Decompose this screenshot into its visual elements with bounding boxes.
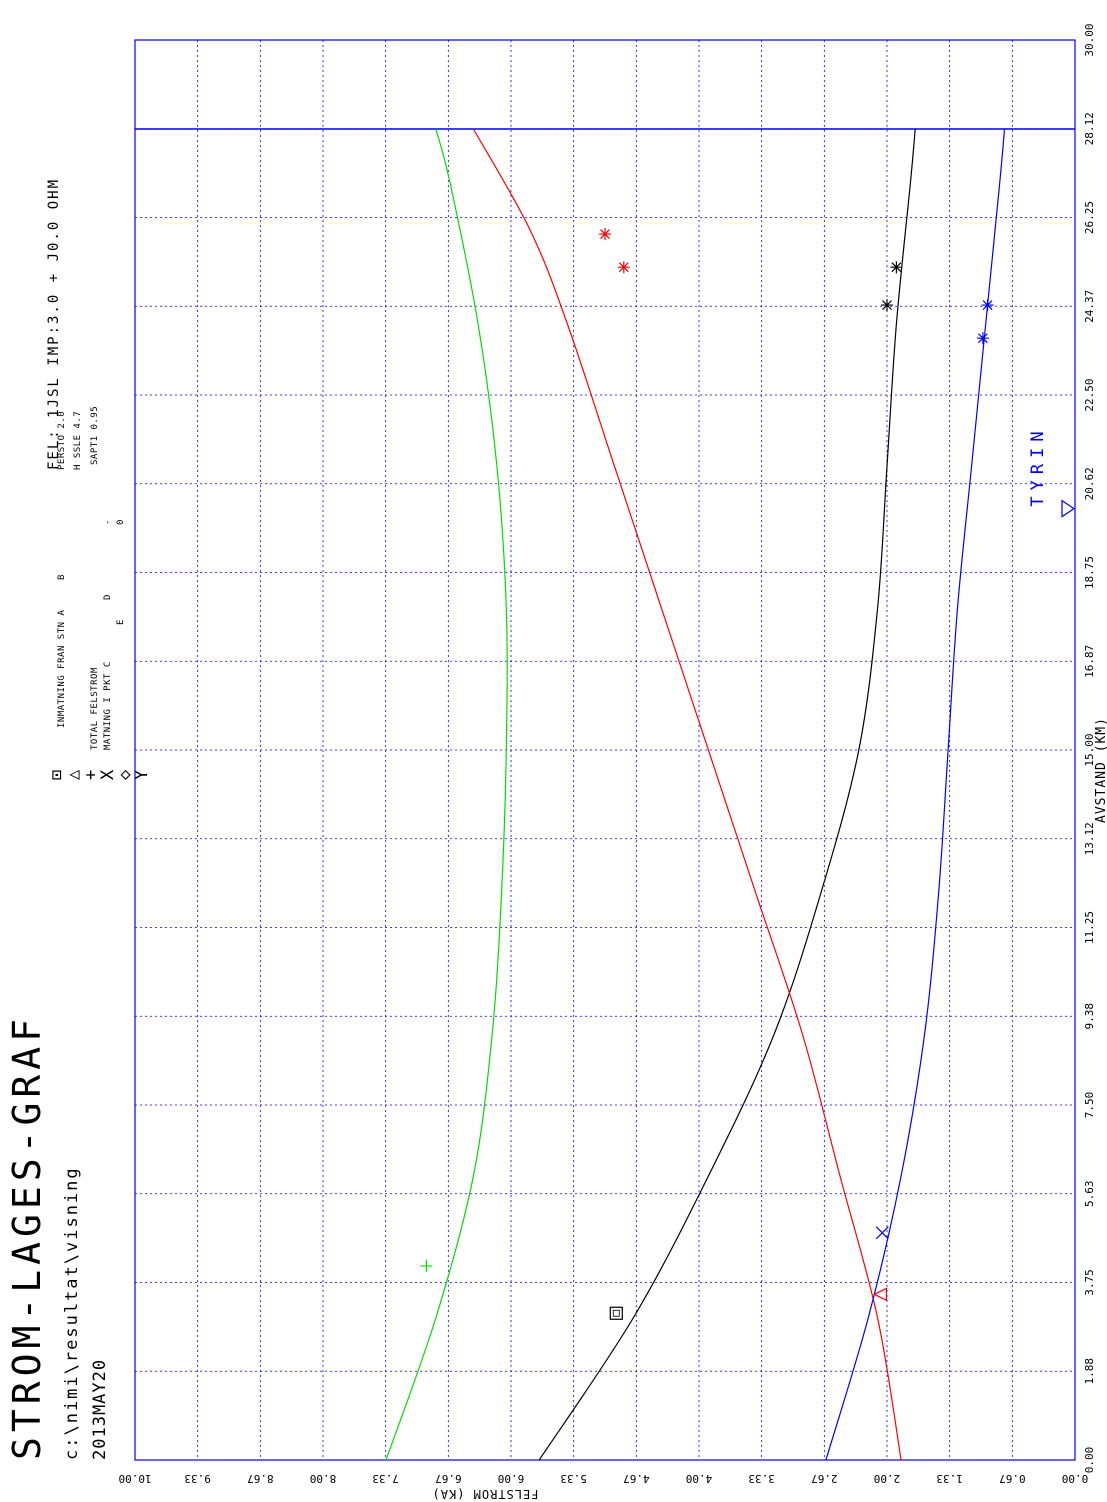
star-marker [981, 299, 994, 312]
series-line-0 [538, 128, 916, 1461]
legend-entry-5: E [116, 620, 126, 625]
station-triangle-icon [1061, 499, 1076, 518]
x-tick-label: 22.50 [1083, 378, 1096, 411]
y-tick-label: 4.00 [686, 1472, 713, 1485]
x-tick-label: 30.00 [1083, 23, 1096, 56]
y-tick-label: 4.67 [623, 1472, 650, 1485]
y-tick-label: 0.67 [999, 1472, 1026, 1485]
page-title: STROM-LAGES-GRAF [5, 1014, 49, 1460]
legend-symbol-1: △ [64, 769, 84, 780]
y-tick-label: 1.33 [936, 1472, 963, 1485]
y-tick-label: 6.67 [435, 1472, 462, 1485]
legend-entry-1: B [57, 575, 67, 580]
legend-symbol-3: X [98, 769, 118, 780]
legend-entry-3: MATNING I PKT C [103, 661, 113, 750]
series-line-2 [385, 128, 508, 1461]
y-tick-label: 2.67 [811, 1472, 838, 1485]
legend: ⊡△+X◇Y INMATNING FRAN STN A B TOTAL FELSTRO… [47, 406, 152, 780]
series [385, 128, 1006, 1461]
y-tick-label: 6.00 [498, 1472, 525, 1485]
y-tick-label: 7.33 [372, 1472, 399, 1485]
file-path: c:\nimi\resultat\visning [62, 1166, 82, 1460]
legend-entry-0: INMATNING FRAN STN A [57, 610, 67, 728]
markers [420, 228, 994, 1320]
y-tick-label: 8.67 [247, 1472, 274, 1485]
x-marker [875, 1226, 889, 1240]
x-tick-label: 13.12 [1083, 822, 1096, 855]
legend-symbol-5: Y [132, 770, 152, 780]
plot-frame [134, 39, 1076, 1461]
y-tick-label: 10.00 [118, 1472, 151, 1485]
legend-symbol-4: ◇ [115, 769, 135, 780]
square-marker [609, 1306, 623, 1320]
series-line-3 [825, 128, 1006, 1461]
legend-param-4: 0 [116, 520, 126, 525]
x-tick-label: 5.63 [1083, 1181, 1096, 1208]
x-tick-label: 7.50 [1083, 1092, 1096, 1119]
fault-info: FEL: 1JSL IMP:3.0 + J0.0 OHM [46, 178, 62, 470]
y-tick-label: 3.33 [748, 1472, 775, 1485]
x-tick-label: 11.25 [1083, 911, 1096, 944]
grid [134, 39, 1076, 1461]
x-tick-label: 18.75 [1083, 556, 1096, 589]
x-tick-label: 16.87 [1083, 645, 1096, 678]
x-tick-label: 20.62 [1083, 467, 1096, 500]
legend-param-0: PERSTO 2.0 [57, 411, 67, 470]
legend-entry-4: D [103, 595, 113, 600]
x-tick-label: 1.88 [1083, 1358, 1096, 1385]
y-tick-label: 2.00 [874, 1472, 901, 1485]
y-tick-label: 5.33 [560, 1472, 587, 1485]
star-marker [599, 228, 611, 241]
y-tick-label: 8.00 [310, 1472, 337, 1485]
plus-marker [420, 1259, 433, 1272]
x-tick-label: 3.75 [1083, 1269, 1096, 1296]
y-axis-label: FELSTROM (KA) [432, 1487, 539, 1501]
legend-param-2: SAPT1 0.95 [90, 406, 100, 465]
legend-symbol-2: + [81, 770, 101, 780]
x-tick-label: 26.25 [1083, 201, 1096, 234]
legend-param-1: H SSLE 4.7 [73, 411, 83, 470]
legend-entry-2: TOTAL FELSTROM [90, 667, 100, 750]
header: STROM-LAGES-GRAF c:\nimi\resultat\visning… [5, 178, 110, 1460]
tick-labels: 0.00 1.88 3.75 5.63 7.50 9.38 11.25 13.12 15.00 1… [118, 23, 1107, 1501]
star-marker [881, 299, 893, 312]
x-tick-label: 15.00 [1083, 733, 1096, 766]
star-marker [617, 261, 630, 274]
star-marker [890, 261, 903, 274]
square-marker-inner [612, 1309, 620, 1317]
x-tick-label: 0.00 [1083, 1447, 1096, 1474]
x-axis-label: AVSTAND (KM) [1094, 717, 1107, 823]
station: TYRIN [1028, 425, 1076, 518]
triangle-marker [873, 1287, 888, 1302]
star-marker [976, 332, 989, 345]
y-tick-label: 0.00 [1062, 1472, 1089, 1485]
y-tick-label: 9.33 [184, 1472, 211, 1485]
series-line-1 [472, 128, 902, 1461]
x-tick-label: 9.38 [1083, 1003, 1096, 1030]
station-label: TYRIN [1028, 425, 1048, 506]
x-tick-label: 24.37 [1083, 290, 1096, 323]
x-tick-label: 28.12 [1083, 112, 1096, 145]
legend-symbol-0: ⊡ [47, 770, 67, 780]
plot-date: 2013MAY20 [90, 1359, 110, 1460]
legend-param-3: - [103, 520, 113, 525]
